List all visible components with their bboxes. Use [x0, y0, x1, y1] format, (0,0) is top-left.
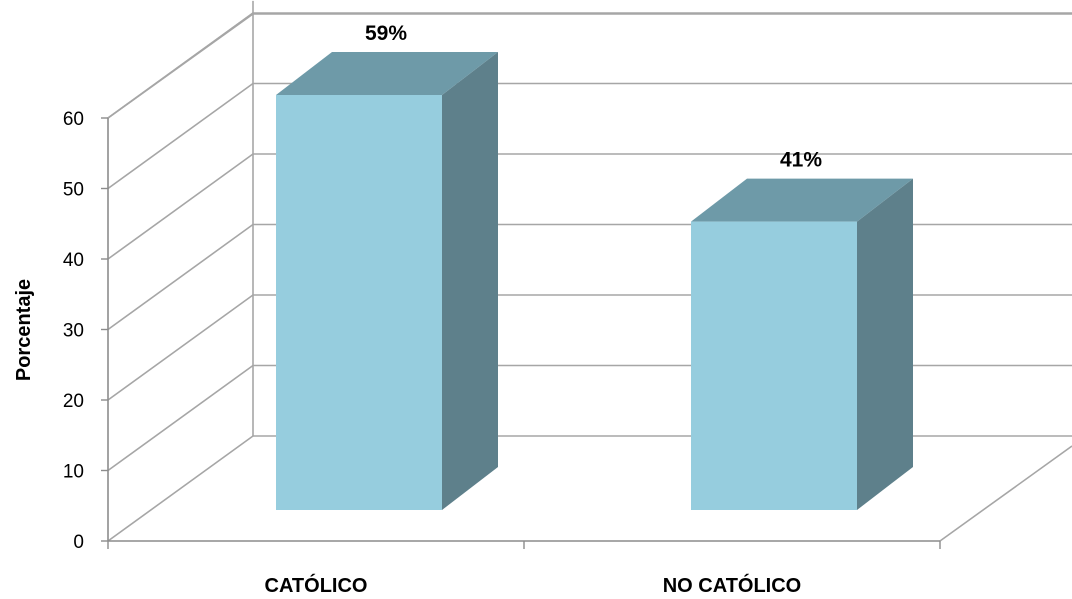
axes — [101, 117, 941, 549]
y-tick-labels: 0 10 20 30 40 50 60 — [63, 109, 84, 553]
bar-top — [276, 52, 498, 95]
y-tick-label: 20 — [63, 391, 84, 412]
data-labels: 59% 41% — [365, 22, 822, 172]
y-tick-label: 40 — [63, 250, 84, 271]
x-tick-label: CATÓLICO — [265, 573, 368, 597]
x-tick-label: NO CATÓLICO — [663, 573, 802, 597]
y-tick-label: 50 — [63, 180, 84, 201]
bar — [276, 52, 498, 510]
data-label: 59% — [365, 22, 407, 45]
y-tick-label: 0 — [73, 532, 84, 553]
bar-front — [276, 95, 442, 510]
data-label: 41% — [780, 149, 822, 172]
bar-top — [691, 178, 913, 222]
bar-front — [691, 221, 857, 510]
bars — [276, 52, 913, 510]
gridline — [107, 12, 1072, 119]
y-tick-label: 60 — [63, 109, 84, 130]
category-labels: CATÓLICO NO CATÓLICO — [265, 573, 802, 597]
chart-walls — [107, 0, 1072, 542]
bar — [691, 178, 913, 510]
y-tick-label: 30 — [63, 321, 84, 342]
bar-side — [857, 178, 913, 510]
y-tick-label: 10 — [63, 462, 84, 483]
bar-side — [442, 52, 498, 510]
y-axis-label: Porcentaje — [13, 279, 35, 381]
